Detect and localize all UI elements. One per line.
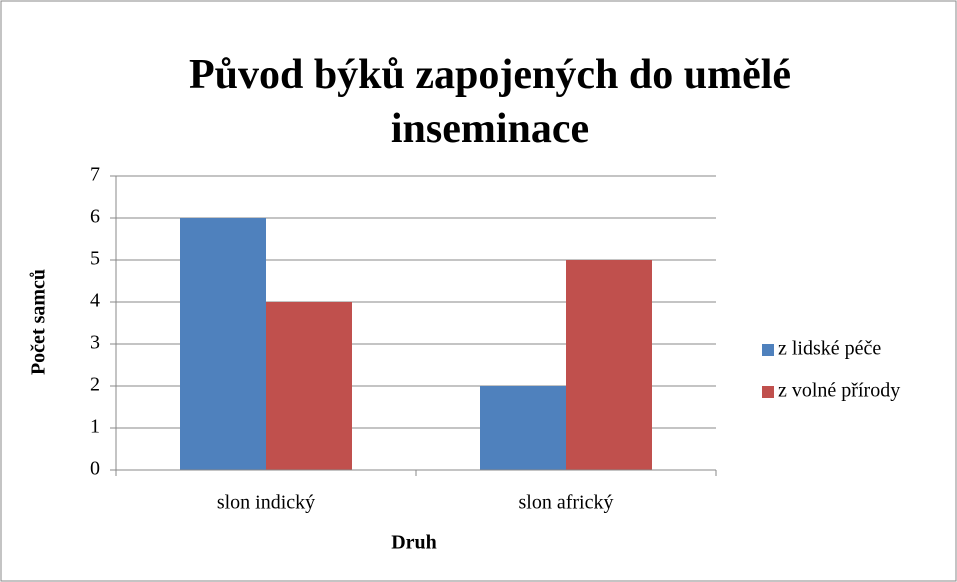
y-tick-label: 2 [90, 374, 100, 396]
legend-label: z volné přírody [778, 380, 900, 402]
y-tick-label: 0 [90, 458, 100, 480]
y-tick-label: 6 [90, 206, 100, 228]
x-tick-label: slon africký [519, 492, 614, 514]
bar [266, 302, 352, 470]
x-tick-label: slon indický [217, 492, 315, 514]
legend-swatch [762, 344, 774, 356]
y-tick-label: 5 [90, 248, 100, 270]
y-tick-label: 1 [90, 416, 100, 438]
bar [180, 218, 266, 470]
legend-swatch [762, 386, 774, 398]
bar [480, 386, 566, 470]
x-axis-label: Druh [391, 532, 437, 554]
y-tick-label: 4 [90, 290, 100, 312]
y-tick-label: 7 [90, 164, 100, 186]
chart-title: Původ býků zapojených do umělé inseminace [189, 52, 791, 152]
y-axis-label: Počet samců [28, 269, 50, 375]
legend-label: z lidské péče [778, 338, 881, 360]
y-tick-label: 3 [90, 332, 100, 354]
bar [566, 260, 652, 470]
